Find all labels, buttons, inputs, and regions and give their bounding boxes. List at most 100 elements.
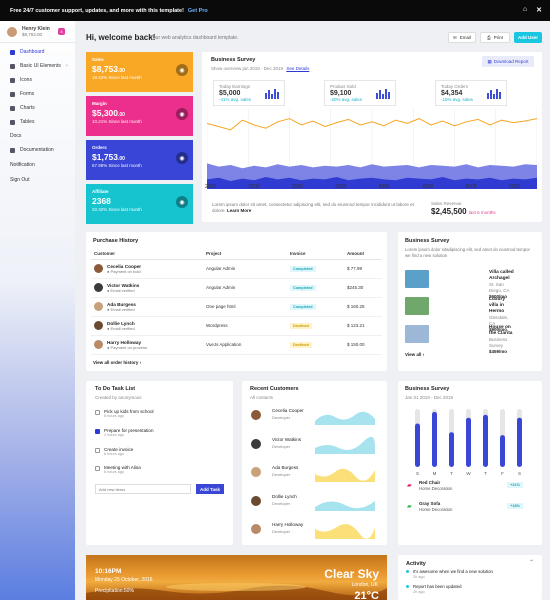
notification-link[interactable]: Notification xyxy=(10,162,35,168)
stat-card-sales[interactable]: Sales $8,753.00 18.42% Since last month … xyxy=(86,52,193,92)
print-button[interactable]: ⎙ Print xyxy=(480,32,510,43)
customers-subtitle: All contacts xyxy=(250,395,274,400)
chevron-up-icon[interactable]: ⌃ xyxy=(528,560,534,566)
todo-title: To Do Task List xyxy=(95,386,136,392)
table-row[interactable]: Cecelia Cooper ● Payment on hold Angular … xyxy=(91,259,382,279)
table-row[interactable]: Harry Holloway ● Payment on process VueJs… xyxy=(91,335,382,355)
property-price: $900/mo xyxy=(489,327,508,332)
survey-title: Business Survey xyxy=(211,57,256,63)
todo-item[interactable]: Pick up kids from school 6 hours ago xyxy=(95,409,154,418)
task-checkbox[interactable] xyxy=(95,466,100,471)
table-row[interactable]: Victor Watkins ● Email verified Angular A… xyxy=(91,278,382,298)
sign-out-link[interactable]: Sign Out xyxy=(10,177,30,183)
column-header[interactable]: Customer xyxy=(91,249,203,260)
stat-amount: 2368 xyxy=(92,196,111,206)
view-all-properties-label: View all xyxy=(405,352,422,357)
add-user-button[interactable]: Add User xyxy=(514,32,542,43)
column-header[interactable]: Project xyxy=(203,249,287,260)
task-checkbox[interactable] xyxy=(95,429,100,434)
stat-card-margin[interactable]: Margin $5,300.00 10.21% Since last month… xyxy=(86,96,193,136)
kpi-label: Today Earnings xyxy=(219,84,251,89)
sidebar-item-basic-ui-elements[interactable]: Basic UI Elements › xyxy=(0,59,75,73)
view-all-orders-link[interactable]: View all order history › xyxy=(93,360,141,365)
customers-title: Recent Customers xyxy=(250,386,299,392)
stat-card-orders[interactable]: Orders $1,753.00 67.98% Since last month… xyxy=(86,140,193,180)
add-task-button[interactable]: Add Task xyxy=(196,484,224,494)
property-image[interactable] xyxy=(405,297,429,315)
avatar xyxy=(94,264,103,273)
sidebar-item-documentation[interactable]: Documentation xyxy=(0,143,75,157)
customer-item[interactable]: Cecelia Cooper Developer xyxy=(251,407,379,427)
weather-card: 10:16PM Monday 25 October, 2016 Precipit… xyxy=(86,555,387,600)
customer-item[interactable]: Ada Burgess Developer xyxy=(251,464,379,484)
new-task-input[interactable] xyxy=(95,484,191,494)
sidebar-item-icons[interactable]: Icons xyxy=(0,73,75,87)
customer-status: ● Email verified xyxy=(107,326,135,331)
weather-precip: Precipitation:50% xyxy=(95,588,134,594)
sidebar-item-tables[interactable]: Tables xyxy=(0,115,75,129)
sidebar-item-dashboard[interactable]: Dashboard xyxy=(0,45,75,59)
activity-text: Report has been updated xyxy=(413,584,462,589)
property-image[interactable] xyxy=(405,270,429,288)
briefcase-icon: ◉ xyxy=(176,196,188,208)
task-checkbox[interactable] xyxy=(95,448,100,453)
home-icon[interactable]: ⌂ xyxy=(522,6,528,13)
customer-item[interactable]: Harry Holloway Developer xyxy=(251,521,379,541)
page-subtitle: Your web analytics dashboard template. xyxy=(150,35,239,41)
customer-item[interactable]: Dollie Lynch Developer xyxy=(251,493,379,513)
sidebar-item-forms[interactable]: Forms xyxy=(0,87,75,101)
legend-subtitle: Home Decoration xyxy=(419,507,453,512)
sidebar-user[interactable]: Henry Klein $8,753.00 4 xyxy=(0,21,75,43)
column-header[interactable]: Amount xyxy=(344,249,382,260)
todo-item[interactable]: Meeting with Alisa 6 hours ago xyxy=(95,465,141,474)
x-tick-label: 2000 xyxy=(205,184,217,190)
stat-card-affiliate[interactable]: Affiliate 2368 20.32% Since last month ◉ xyxy=(86,184,193,224)
property-image[interactable] xyxy=(405,325,429,343)
task-checkbox[interactable] xyxy=(95,410,100,415)
avatar xyxy=(251,524,261,534)
amount-cell: $ 160.25 xyxy=(344,297,382,317)
table-row[interactable]: Ada Burgess ● Email verified One page htm… xyxy=(91,297,382,317)
see-details-link[interactable]: See Details xyxy=(286,66,310,71)
x-tick-label: 5000 xyxy=(465,184,477,190)
survey-footer: Lorem ipsum dolor sit amet, consectetur … xyxy=(212,202,422,214)
close-icon[interactable]: ✕ xyxy=(536,7,542,14)
customer-role: Developer xyxy=(272,444,291,449)
column-header[interactable]: Invoice xyxy=(287,249,344,260)
activity-text: It's awesome when we find a new solution xyxy=(413,569,493,574)
download-report-button[interactable]: ▦ Download Report xyxy=(482,56,534,67)
download-icon: ▦ xyxy=(487,58,492,64)
property-item[interactable]: Luxury villa in Hermo Glendale, CA $900/mo xyxy=(405,297,515,332)
get-pro-link[interactable]: Get Pro xyxy=(187,7,208,14)
property-name: Villa called Archagel xyxy=(489,270,514,281)
customer-item[interactable]: Victor Watkins Developer xyxy=(251,436,379,456)
todo-subtitle: Created by anonymous xyxy=(95,395,142,400)
email-button[interactable]: ✉ Email xyxy=(448,32,476,43)
icons-icon xyxy=(10,77,15,83)
property-item[interactable]: Villa called Archagel St. San Diego, CA $6… xyxy=(405,270,515,299)
kpi-mini-bars xyxy=(376,89,390,99)
bar-day-label: M xyxy=(433,471,437,476)
customer-name: Cecelia Cooper xyxy=(272,408,304,413)
view-all-properties-link[interactable]: View all › xyxy=(405,352,424,357)
stat-amount: $1,753 xyxy=(92,152,118,162)
todo-item[interactable]: Prepare for presentation 2 hours ago xyxy=(95,428,154,437)
learn-more-link[interactable]: Learn More xyxy=(227,208,252,213)
purchase-table: Customer Project Invoice Amount Cecelia Coo… xyxy=(91,249,382,355)
notification-badge[interactable]: 4 xyxy=(58,28,65,35)
revenue-label: Sales Revenue xyxy=(431,201,462,206)
todo-item[interactable]: Create invoice 6 hours ago xyxy=(95,447,133,456)
invoice-status-badge: Completed xyxy=(290,284,316,291)
sidebar-item-charts[interactable]: Charts xyxy=(0,101,75,115)
property-item[interactable]: House on the Clarita Business Survey $459/… xyxy=(405,325,515,354)
kpi-value: $4,354 xyxy=(441,90,463,97)
target-icon: ◉ xyxy=(176,108,188,120)
weather-time: 10:16PM xyxy=(95,568,122,575)
table-row[interactable]: Dollie Lynch ● Email verified Wordpress D… xyxy=(91,316,382,336)
sidebar-item-docs[interactable]: Docs xyxy=(0,129,75,143)
user-name: Henry Klein xyxy=(22,26,50,32)
avatar[interactable] xyxy=(6,25,18,38)
purchase-title: Purchase History xyxy=(93,238,139,244)
survey-subtitle: Show overview jan 2018 - Dec 2019 See De… xyxy=(211,66,309,71)
task-text: Pick up kids from school xyxy=(104,409,154,414)
